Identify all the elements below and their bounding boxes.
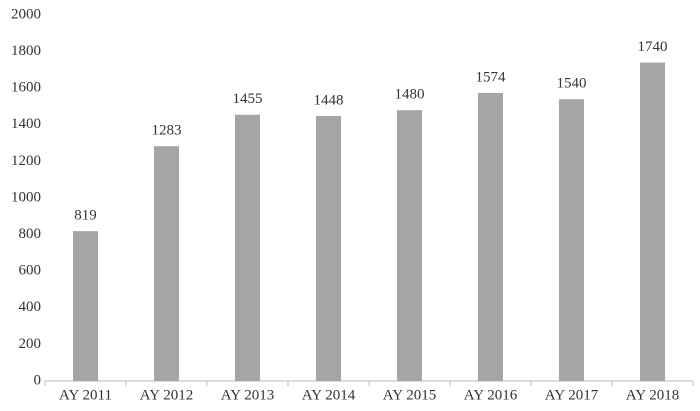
- y-tick-label: 1800: [11, 43, 41, 59]
- bar: [640, 62, 665, 382]
- data-label: 1448: [314, 92, 344, 108]
- x-tick-label: AY 2014: [302, 387, 356, 403]
- y-tick-label: 400: [19, 299, 42, 315]
- x-tick-label: AY 2011: [59, 387, 112, 403]
- data-label: 819: [74, 208, 97, 224]
- y-tick-label: 2000: [11, 6, 41, 22]
- y-tick-label: 600: [19, 263, 42, 279]
- y-tick-label: 1200: [11, 153, 41, 169]
- y-tick-label: 1600: [11, 80, 41, 96]
- bar: [397, 110, 422, 381]
- x-tick-label: AY 2013: [221, 387, 274, 403]
- bar: [154, 146, 179, 381]
- data-label: 1455: [233, 91, 263, 107]
- data-label: 1574: [476, 69, 507, 85]
- bar: [316, 116, 341, 382]
- y-tick-label: 1000: [11, 189, 41, 205]
- bar: [478, 92, 503, 381]
- y-tick-label: 0: [34, 372, 42, 388]
- x-tick-label: AY 2018: [626, 387, 679, 403]
- bar: [559, 99, 584, 382]
- bar: [235, 114, 260, 382]
- y-tick-label: 200: [19, 336, 42, 352]
- x-tick-label: AY 2016: [464, 387, 518, 403]
- y-tick-label: 800: [19, 226, 42, 242]
- x-tick-label: AY 2017: [545, 387, 599, 403]
- bar: [73, 231, 98, 381]
- y-tick-label: 1400: [11, 116, 41, 132]
- data-label: 1480: [395, 87, 425, 103]
- data-label: 1540: [557, 76, 587, 92]
- data-label: 1283: [152, 123, 182, 139]
- x-tick-label: AY 2015: [383, 387, 436, 403]
- x-tick-label: AY 2012: [140, 387, 193, 403]
- data-label: 1740: [638, 39, 668, 55]
